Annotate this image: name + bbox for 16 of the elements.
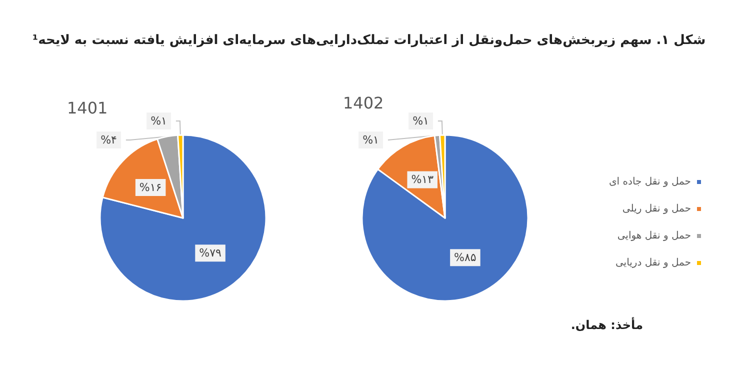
data-label: %۱ (412, 114, 429, 128)
text: مأخذ: همان. (570, 318, 643, 332)
data-label: %۷۹ (199, 246, 222, 260)
legend-label: حمل و نقل جاده ای (608, 176, 691, 188)
data-label: %۴ (100, 134, 118, 147)
data-label: %۱ (150, 114, 167, 128)
data-label: %۱ (362, 134, 379, 147)
legend-label: حمل و نقل دریایی (615, 258, 691, 268)
data-label: %۱۶ (139, 181, 162, 194)
data-label: %۱۳ (411, 173, 434, 186)
legend-label: حمل و نقل ریلی (622, 204, 691, 214)
slice-label: 1401 (67, 98, 108, 118)
slice-label: 1402 (343, 94, 384, 112)
data-label: %۸۵ (454, 251, 476, 264)
chart-title: شکل ۱. سهم زیربخش‌های حمل‌ونقل از اعتبارات تملک‌دارایی‌های سرمایه‌ای افزایش یافته نسبت به لایحه¹ (31, 33, 707, 48)
legend-label: حمل و نقل هوایی (617, 230, 691, 242)
